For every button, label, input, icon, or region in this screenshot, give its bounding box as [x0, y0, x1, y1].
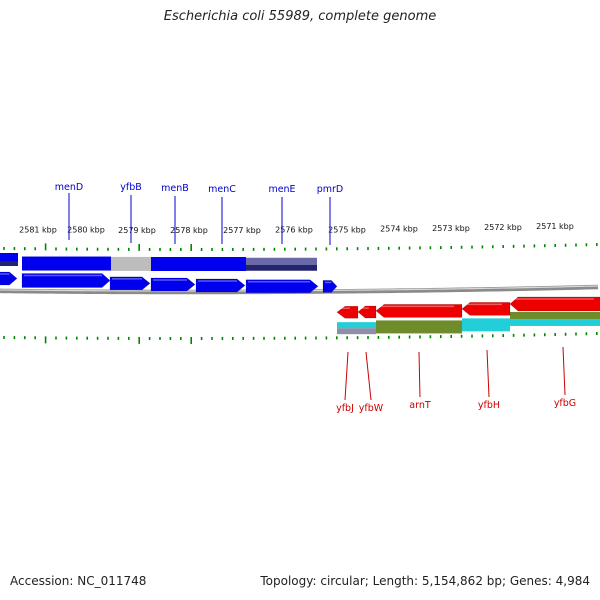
leader-line — [418, 351, 421, 398]
kbp-label: 2580 kbp — [67, 226, 105, 235]
cog-bar — [0, 261, 18, 267]
forward-gene-label: menC — [208, 184, 236, 195]
kbp-label: 2572 kbp — [484, 223, 522, 232]
genome-title: Escherichia coli 55989, complete genome — [163, 9, 437, 24]
reverse-gene-label: yfbJ — [336, 403, 354, 414]
accession-label: Accession: NC_011748 — [10, 574, 147, 588]
cog-bar — [510, 318, 600, 326]
cog-bar — [337, 322, 376, 329]
forward-gene-arrow — [245, 279, 319, 294]
cog-bar — [0, 253, 18, 262]
forward-gene-arrow — [21, 273, 111, 288]
kbp-label: 2576 kbp — [275, 226, 313, 235]
forward-gene-label: menD — [55, 182, 83, 193]
reverse-gene-arrow — [375, 304, 463, 318]
forward-gene-arrow — [109, 276, 151, 291]
cog-bar — [111, 256, 151, 271]
cog-bar — [246, 257, 317, 265]
forward-gene-arrow — [195, 278, 246, 293]
kbp-label: 2574 kbp — [380, 225, 418, 234]
cog-bar — [462, 318, 510, 332]
tick-marks — [3, 243, 598, 344]
reverse-gene-label: arnT — [409, 400, 431, 411]
cog-bar — [246, 264, 317, 271]
leader-line — [486, 349, 490, 398]
forward-gene-label: menE — [268, 184, 295, 195]
forward-gene-label: pmrD — [317, 184, 344, 195]
reverse-gene-arrow — [357, 305, 377, 319]
forward-gene-label: yfbB — [120, 182, 142, 193]
cog-bar — [151, 256, 246, 271]
gene-arrows — [0, 271, 600, 319]
kbp-label: 2581 kbp — [19, 225, 57, 234]
forward-gene-label: menB — [161, 183, 189, 194]
forward-gene-arrow — [322, 280, 338, 293]
reverse-gene-label: yfbG — [554, 398, 576, 409]
cog-bar — [337, 328, 376, 335]
kbp-label: 2575 kbp — [328, 225, 366, 234]
kbp-label: 2579 kbp — [118, 226, 156, 235]
forward-gene-arrow — [0, 271, 18, 286]
forward-gene-arrow — [150, 277, 196, 292]
reverse-gene-label: yfbH — [478, 400, 500, 411]
cog-bar — [376, 320, 462, 334]
cog-bar — [510, 311, 600, 319]
leader-line — [562, 346, 566, 396]
labels: 2581 kbp 2580 kbp 2579 kbp 2578 kbp 2577 kbp… — [19, 182, 576, 414]
genome-summary: Topology: circular; Length: 5,154,862 bp… — [260, 574, 590, 588]
kbp-label: 2578 kbp — [170, 226, 208, 235]
kbp-label: 2577 kbp — [223, 226, 261, 235]
reverse-gene-label: yfbW — [359, 403, 384, 414]
kbp-label: 2571 kbp — [536, 222, 574, 231]
cog-bar — [22, 256, 111, 271]
cog-bars — [0, 253, 600, 335]
reverse-gene-arrow — [336, 305, 359, 319]
leader-line — [344, 351, 349, 401]
reverse-gene-arrow — [509, 296, 600, 312]
kbp-label: 2573 kbp — [432, 224, 470, 233]
reverse-gene-arrow — [461, 302, 511, 316]
leader-line — [365, 351, 372, 401]
